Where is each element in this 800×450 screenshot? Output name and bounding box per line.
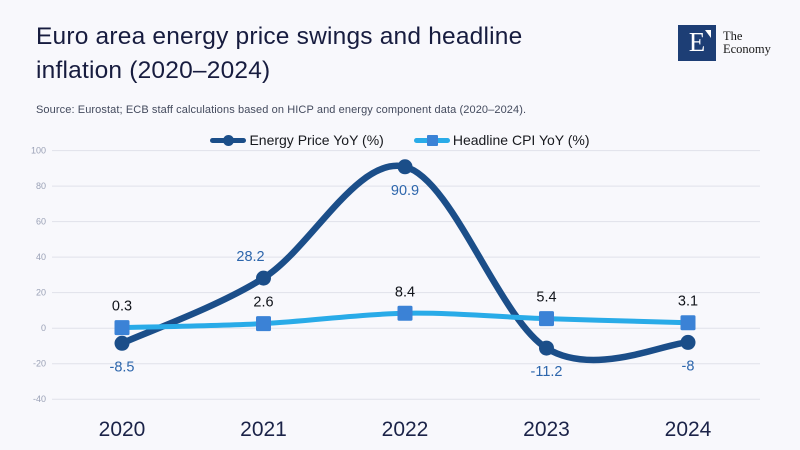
square-marker-icon <box>426 135 438 146</box>
data-label: 28.2 <box>236 249 264 265</box>
logo-quote-mark-icon <box>705 30 711 38</box>
page-title-line-1: Euro area energy price swings and headli… <box>36 23 523 50</box>
data-label: -8.5 <box>110 359 135 375</box>
logo-word-the: The <box>723 29 743 43</box>
energy-marker <box>256 270 271 286</box>
page-title: Euro area energy price swings and headli… <box>36 20 522 88</box>
circle-marker-icon <box>223 135 235 146</box>
x-axis-label: 2024 <box>665 418 712 441</box>
legend-label-energy: Energy Price YoY (%) <box>249 132 384 148</box>
energy-marker <box>539 340 554 356</box>
y-tick-label: -40 <box>33 394 46 404</box>
chart-legend: Energy Price YoY (%) Headline CPI YoY (%… <box>0 132 800 148</box>
logo-wordmark: The Economy <box>723 30 771 56</box>
energy-marker <box>114 335 130 351</box>
brand-logo: E The Economy <box>678 25 771 61</box>
logo-word-economy: Economy <box>723 42 771 56</box>
logo-letter: E <box>688 26 706 57</box>
x-axis-label: 2020 <box>99 418 146 441</box>
cpi-marker <box>397 305 413 321</box>
cpi-marker <box>539 311 554 327</box>
source-note: Source: Eurostat; ECB staff calculations… <box>36 104 527 116</box>
data-label: 8.4 <box>395 284 415 300</box>
data-label: -11.2 <box>531 364 563 380</box>
legend-label-cpi: Headline CPI YoY (%) <box>452 132 590 148</box>
y-tick-label: 100 <box>31 146 46 156</box>
data-label: 3.1 <box>678 294 698 310</box>
data-label: 90.9 <box>391 183 419 199</box>
data-label: 5.4 <box>536 290 556 306</box>
y-tick-label: 20 <box>36 288 46 298</box>
cpi-marker <box>114 320 130 336</box>
legend-item-cpi: Headline CPI YoY (%) <box>413 132 590 148</box>
energy-marker <box>680 334 696 350</box>
x-axis-label: 2022 <box>382 418 429 441</box>
legend-swatch-cpi <box>413 132 450 148</box>
y-tick-label: 40 <box>36 252 46 262</box>
legend-item-energy: Energy Price YoY (%) <box>210 132 384 148</box>
x-axis-label: 2023 <box>523 418 570 441</box>
energy-marker <box>397 159 413 175</box>
legend-swatch-energy <box>210 132 247 148</box>
page-title-line-2: inflation (2020–2024) <box>36 57 271 84</box>
logo-e-icon: E <box>678 25 716 61</box>
cpi-marker <box>256 316 271 332</box>
y-tick-label: 80 <box>36 181 46 191</box>
data-label: -8 <box>682 358 695 374</box>
y-tick-label: -20 <box>33 359 46 369</box>
data-label: 2.6 <box>253 295 273 311</box>
y-tick-label: 60 <box>36 217 46 227</box>
data-label: 0.3 <box>112 299 132 315</box>
x-axis-label: 2021 <box>240 418 287 441</box>
cpi-marker <box>680 315 696 331</box>
y-tick-label: 0 <box>41 323 46 333</box>
